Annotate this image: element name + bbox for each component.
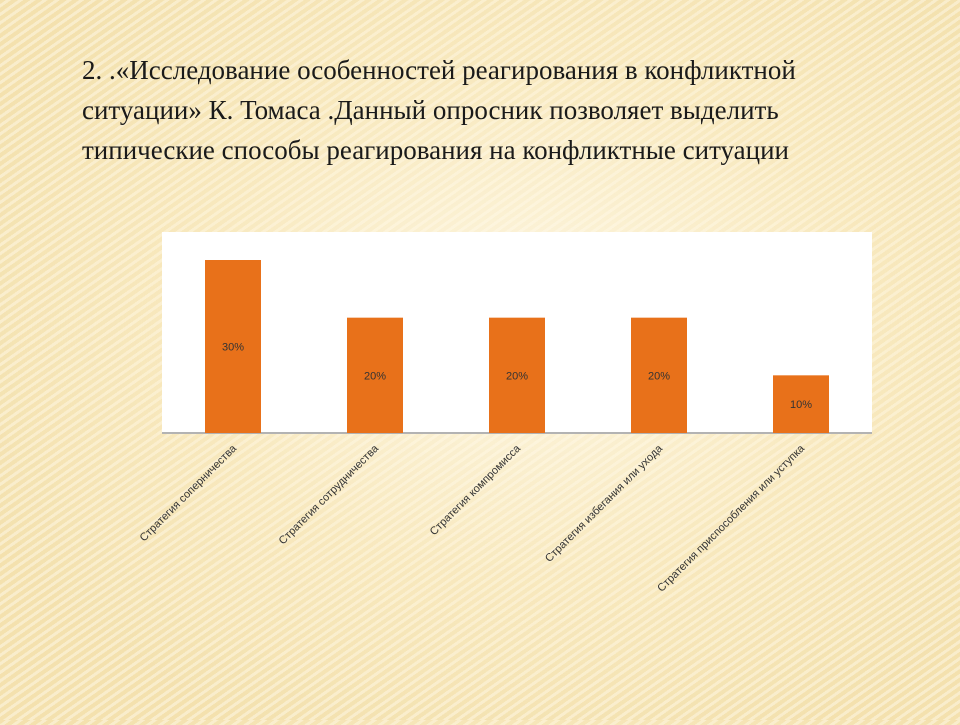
slide-title: 2. .«Исследование особенностей реагирова…: [82, 55, 796, 165]
bar-1: [205, 260, 261, 433]
x-tick-label-2: Стратегия сотрудничества: [277, 442, 382, 547]
data-label-4: 20%: [648, 370, 670, 382]
x-tick-label-4: Стратегия избегания или ухода: [543, 442, 666, 565]
data-label-5: 10%: [790, 399, 812, 411]
bar-5: [773, 375, 829, 433]
bar-4: [631, 317, 687, 433]
x-tick-label-1: Стратегия соперничества: [138, 442, 240, 544]
x-tick-label-5: Стратегия приспособления или уступка: [655, 442, 807, 594]
bar-2: [347, 317, 403, 433]
bar-3: [489, 317, 545, 433]
x-tick-label-3: Стратегия компромисса: [428, 442, 524, 538]
data-label-3: 20%: [506, 370, 528, 382]
data-label-2: 20%: [364, 370, 386, 382]
data-label-1: 30%: [222, 342, 244, 354]
